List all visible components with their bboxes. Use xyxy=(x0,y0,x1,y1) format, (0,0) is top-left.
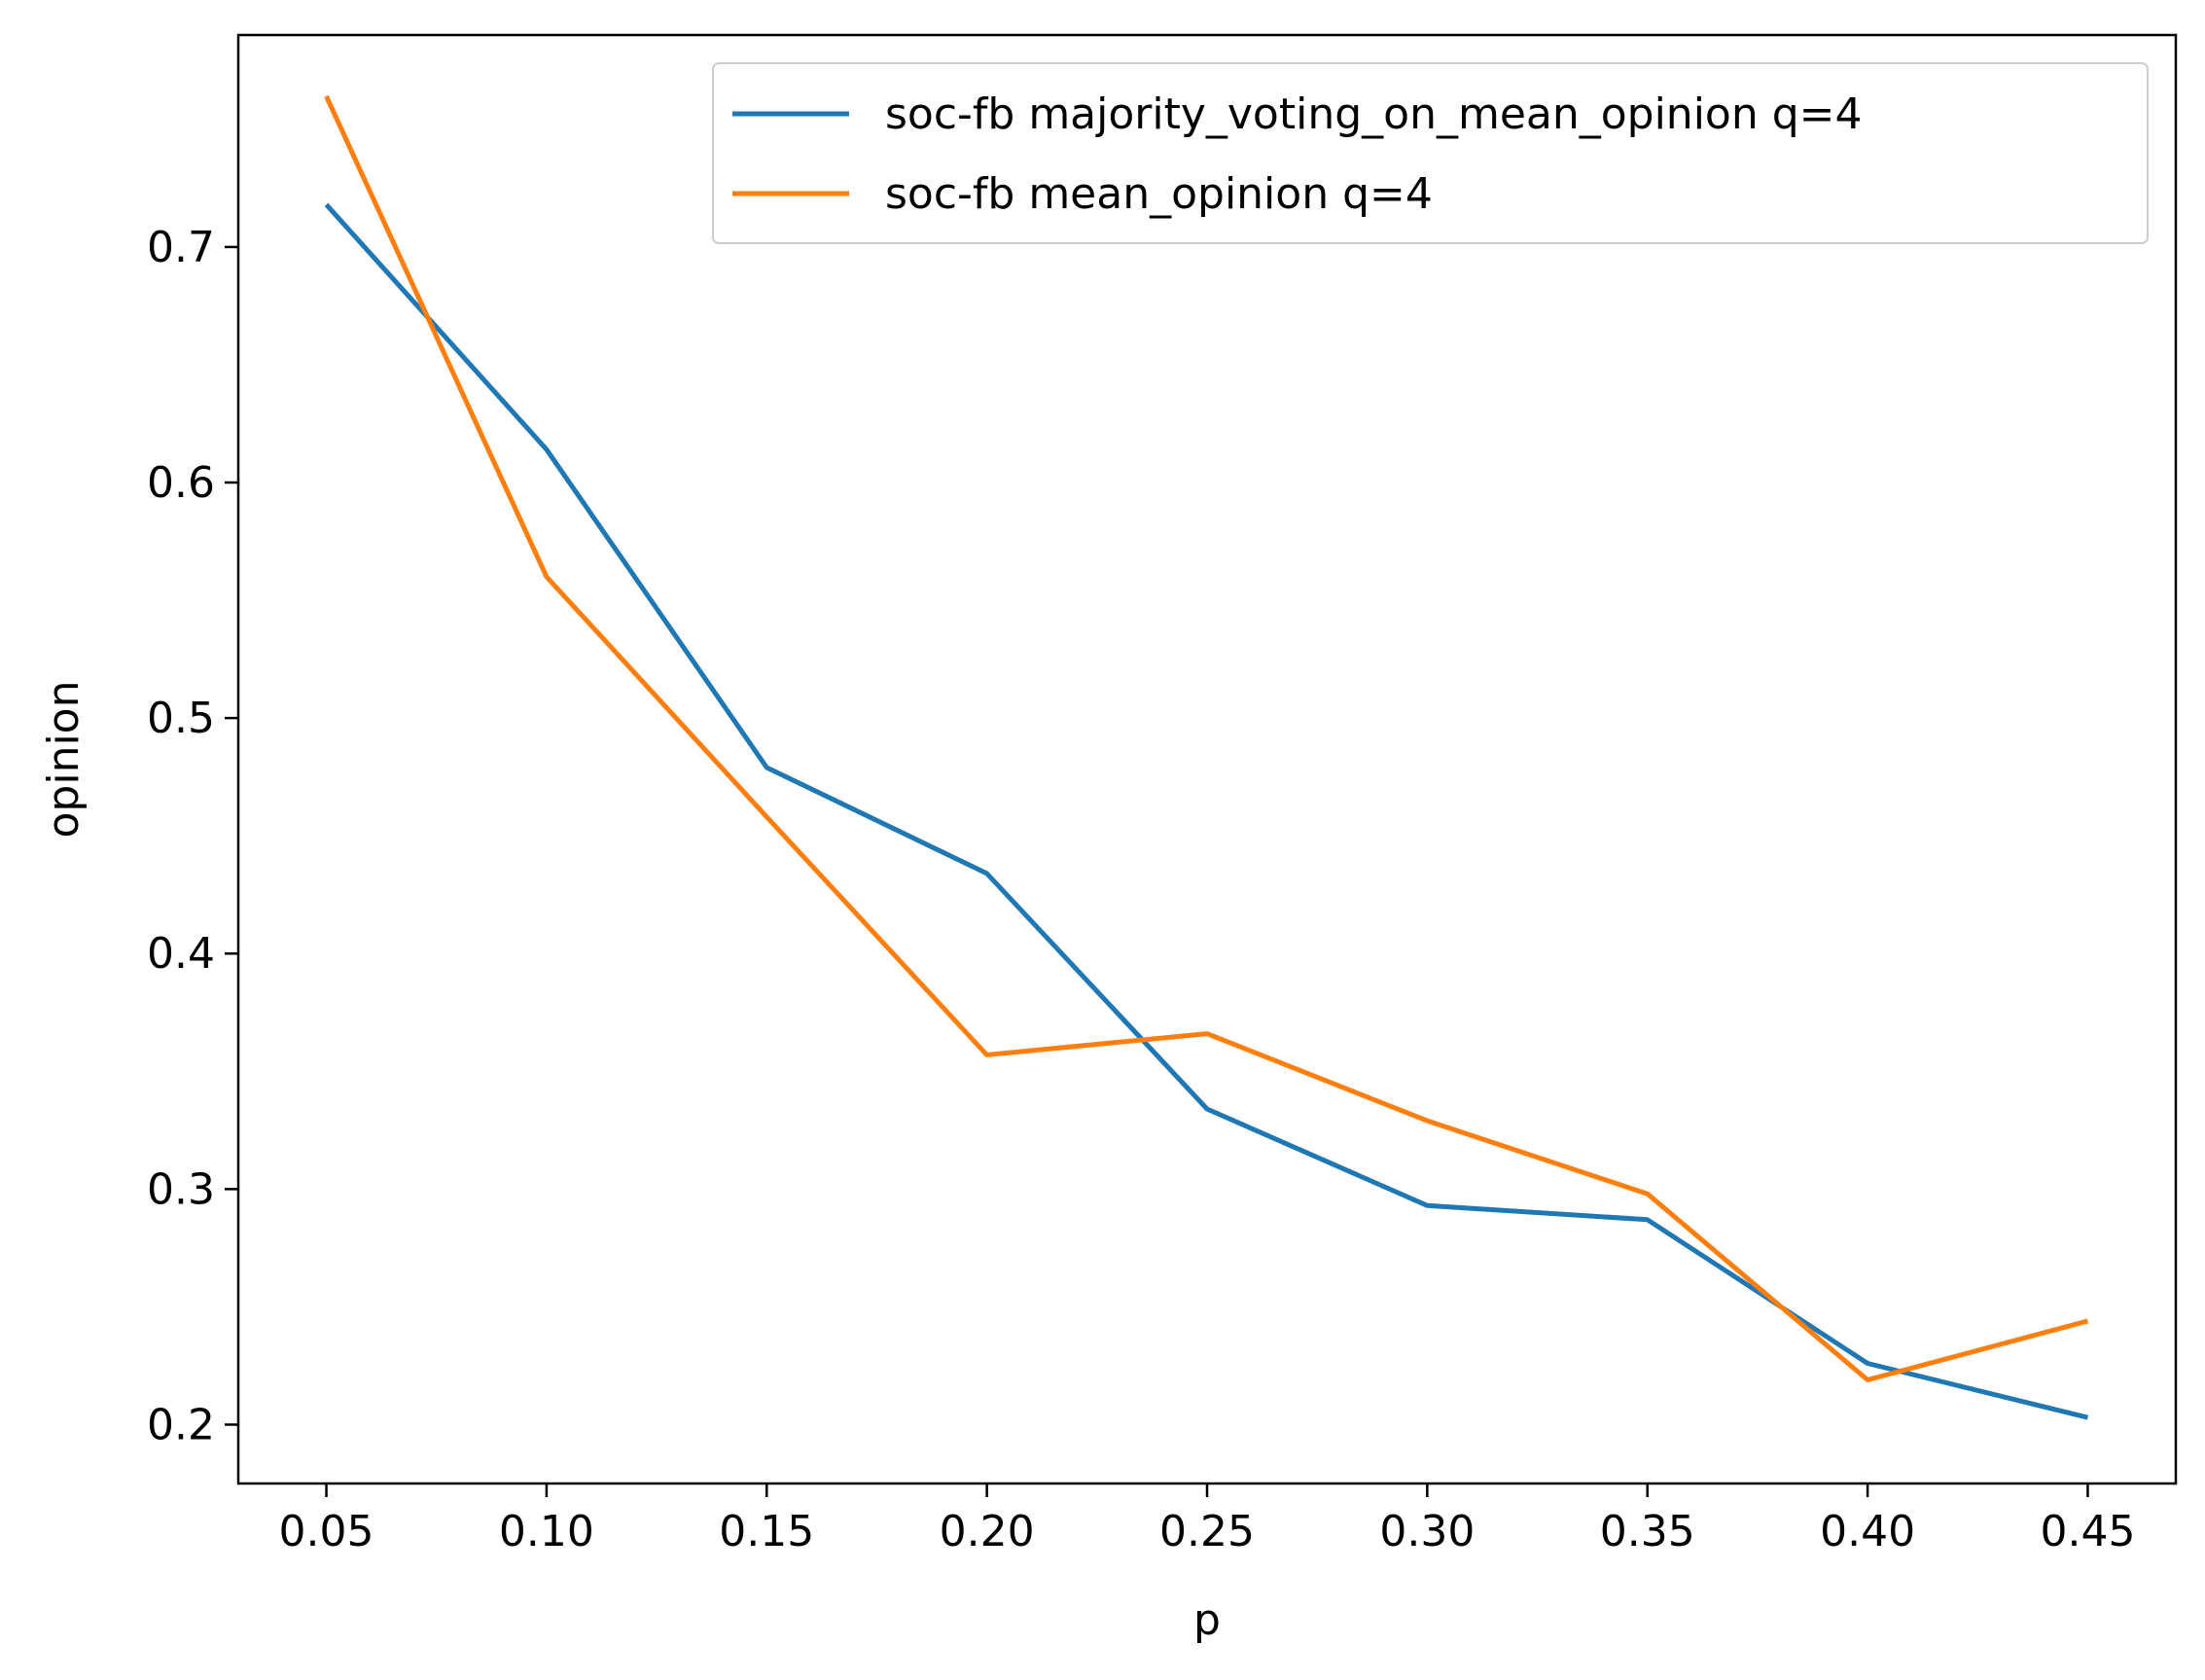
legend-label-mean-opinion: soc-fb mean_opinion q=4 xyxy=(885,169,1433,219)
y-axis-label: opinion xyxy=(39,681,89,839)
y-tick-label: 0.7 xyxy=(147,223,215,272)
x-tick-label: 0.20 xyxy=(940,1507,1035,1556)
x-tick-label: 0.05 xyxy=(279,1507,374,1556)
series-layer xyxy=(324,94,2089,1420)
y-tick-label: 0.6 xyxy=(147,458,215,508)
y-tick-label: 0.3 xyxy=(147,1164,215,1214)
x-tick-label: 0.45 xyxy=(2040,1507,2135,1556)
legend-box xyxy=(712,62,2149,244)
y-tick-label: 0.2 xyxy=(147,1400,215,1449)
x-tick-label: 0.15 xyxy=(719,1507,814,1556)
x-tick-label: 0.35 xyxy=(1600,1507,1695,1556)
y-axis-ticks: 0.2 0.3 0.4 0.5 0.6 0.7 xyxy=(147,223,238,1449)
x-tick-label: 0.40 xyxy=(1820,1507,1915,1556)
x-tick-label: 0.10 xyxy=(499,1507,594,1556)
y-tick-label: 0.5 xyxy=(147,694,215,743)
series-line-1 xyxy=(324,94,2089,1382)
y-tick-label: 0.4 xyxy=(147,929,215,979)
x-tick-label: 0.25 xyxy=(1159,1507,1255,1556)
x-axis-label: p xyxy=(1193,1595,1221,1645)
x-tick-label: 0.30 xyxy=(1379,1507,1475,1556)
legend-label-majority-voting: soc-fb majority_voting_on_mean_opinion q… xyxy=(885,89,1863,139)
x-axis-ticks: 0.05 0.10 0.15 0.20 0.25 0.30 0.35 0.40 0.45 xyxy=(279,1483,2135,1556)
legend: soc-fb majority_voting_on_mean_opinion q… xyxy=(712,62,2149,244)
